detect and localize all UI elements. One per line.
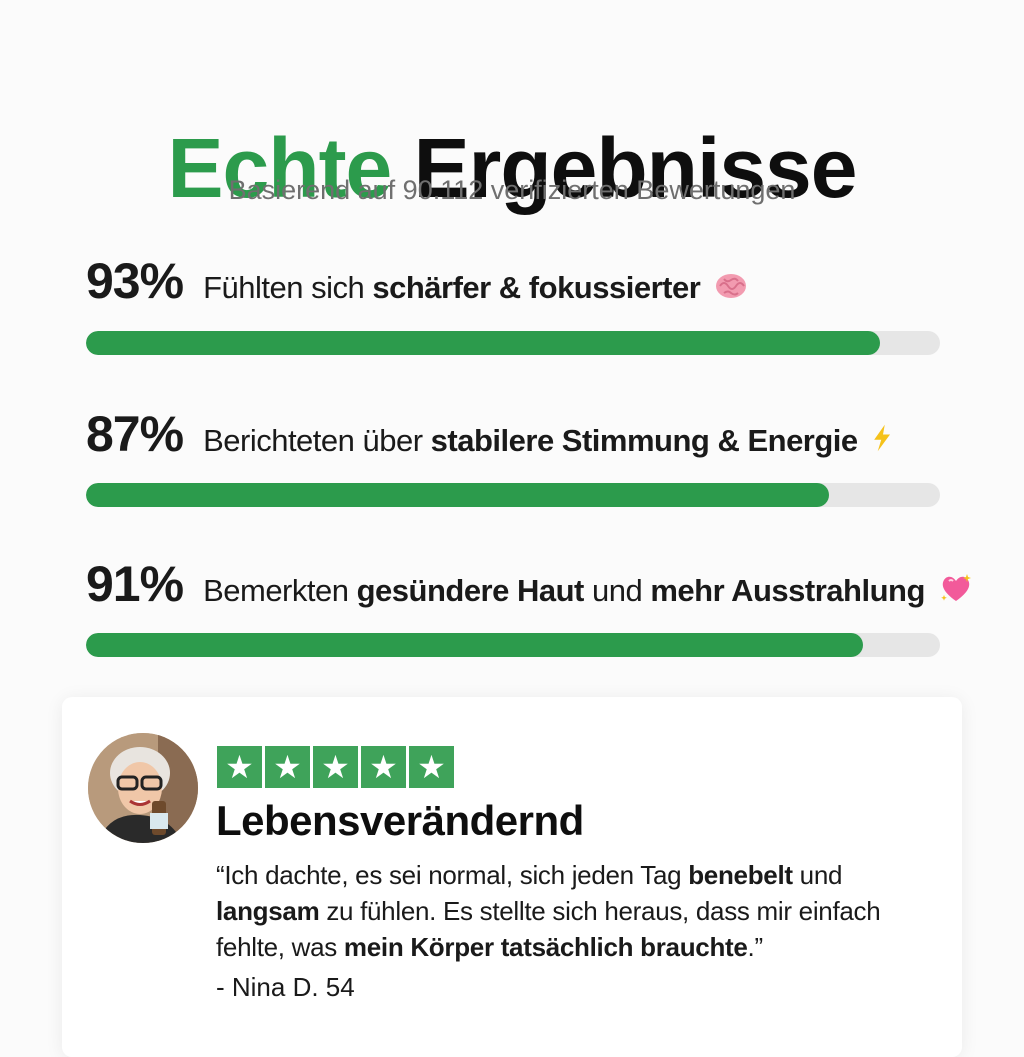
quote-text: zu fühlen. Es stellte sich heraus, dass … bbox=[216, 896, 881, 962]
progress-bar bbox=[86, 483, 940, 507]
star-rating: ★ ★ ★ ★ ★ bbox=[217, 746, 454, 788]
stat-text-bold: schärfer & fokussierter bbox=[372, 270, 701, 305]
stat-percent: 87% bbox=[86, 406, 184, 462]
review-card: ★ ★ ★ ★ ★ Lebensverändernd “Ich dachte, … bbox=[62, 697, 962, 1057]
stat-mood: 87% Berichteten über stabilere Stimmung … bbox=[86, 405, 986, 507]
star-icon: ★ bbox=[313, 746, 358, 788]
progress-fill bbox=[86, 633, 864, 657]
stat-text: Bemerkten bbox=[203, 573, 357, 608]
review-author: - Nina D. 54 bbox=[216, 972, 355, 1002]
stat-focus: 93% Fühlten sich schärfer & fokussierter bbox=[86, 252, 986, 355]
title-highlight: Echte bbox=[167, 121, 393, 216]
stat-text-bold: mehr Ausstrahlung bbox=[650, 573, 925, 608]
page-title: Echte Ergebnisse bbox=[0, 126, 1024, 210]
title-main: Ergebnisse bbox=[413, 121, 858, 216]
star-icon: ★ bbox=[361, 746, 406, 788]
stat-label: Berichteten über stabilere Stimmung & En… bbox=[203, 421, 898, 459]
review-title: Lebensverändernd bbox=[216, 797, 584, 844]
sparkling-heart-icon bbox=[941, 574, 972, 601]
quote-text: “Ich dachte, es sei normal, sich jeden T… bbox=[216, 860, 689, 890]
quote-bold: langsam bbox=[216, 896, 320, 926]
stat-label: Bemerkten gesündere Haut und mehr Ausstr… bbox=[203, 571, 973, 609]
stat-text: Berichteten über bbox=[203, 423, 431, 458]
progress-bar bbox=[86, 633, 940, 657]
stat-label: Fühlten sich schärfer & fokussierter bbox=[203, 268, 748, 306]
brain-icon bbox=[716, 274, 747, 298]
avatar bbox=[88, 733, 198, 843]
stat-text-bold: stabilere Stimmung & Energie bbox=[430, 423, 859, 458]
stat-skin: 91% Bemerkten gesündere Haut und mehr Au… bbox=[86, 555, 986, 657]
quote-text: .” bbox=[747, 932, 764, 962]
stat-percent: 91% bbox=[86, 556, 184, 612]
stat-percent: 93% bbox=[86, 253, 184, 309]
stat-text-bold: gesündere Haut bbox=[356, 573, 585, 608]
stat-text: Fühlten sich bbox=[203, 270, 373, 305]
star-icon: ★ bbox=[217, 746, 262, 788]
progress-bar bbox=[86, 331, 940, 355]
progress-fill bbox=[86, 483, 829, 507]
star-icon: ★ bbox=[409, 746, 454, 788]
progress-fill bbox=[86, 331, 881, 355]
stat-text: und bbox=[583, 573, 651, 608]
lightning-icon bbox=[873, 424, 890, 452]
quote-bold: benebelt bbox=[688, 860, 793, 890]
quote-text: und bbox=[792, 860, 843, 890]
quote-bold: mein Körper tatsächlich brauchte bbox=[343, 932, 748, 962]
review-quote: “Ich dachte, es sei normal, sich jeden T… bbox=[216, 857, 936, 965]
page-subtitle: Basierend auf 90.112 verifizierten Bewer… bbox=[228, 175, 796, 205]
star-icon: ★ bbox=[265, 746, 310, 788]
